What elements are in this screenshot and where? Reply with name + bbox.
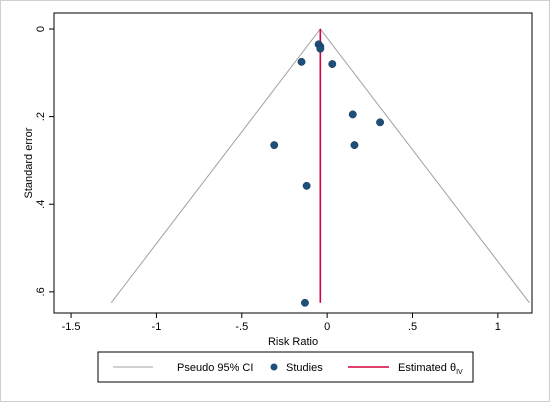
plot-area	[53, 12, 533, 314]
legend-estimate-subscript: IV	[456, 369, 463, 376]
study-point	[350, 141, 359, 150]
study-point	[270, 141, 279, 150]
x-axis-ticks: -1.5 -1 -.5 0 .5 1	[62, 313, 501, 333]
study-point	[376, 118, 385, 127]
legend: Pseudo 95% CI Studies Estimated θIV	[97, 351, 474, 383]
y-tick-label: .4	[35, 200, 47, 209]
legend-estimate-text: Estimated θ	[398, 362, 456, 374]
legend-studies-label: Studies	[286, 362, 323, 374]
legend-ci-label: Pseudo 95% CI	[177, 362, 253, 374]
legend-box	[97, 351, 474, 383]
x-tick-label: 0	[324, 321, 330, 333]
y-tick-label: .6	[35, 287, 47, 296]
study-point	[302, 181, 311, 190]
study-points	[270, 40, 385, 307]
study-point	[301, 298, 309, 307]
y-axis-ticks: 0 .2 .4 .6	[35, 26, 54, 296]
legend-estimate-label: Estimated θIV	[398, 362, 463, 376]
y-tick-label: 0	[35, 26, 47, 32]
y-axis-label: Standard error	[23, 127, 35, 198]
legend-studies-swatch	[270, 363, 278, 371]
x-tick-label: 1	[495, 321, 501, 333]
study-point	[297, 57, 306, 66]
x-tick-label: .5	[408, 321, 417, 333]
x-axis-label: Risk Ratio	[268, 336, 318, 348]
study-point	[316, 44, 325, 53]
study-point	[348, 110, 357, 119]
study-point	[328, 60, 337, 68]
x-tick-label: -1.5	[62, 321, 81, 333]
y-tick-label: .2	[35, 112, 47, 121]
x-tick-label: -1	[152, 321, 162, 333]
x-tick-label: -.5	[235, 321, 248, 333]
